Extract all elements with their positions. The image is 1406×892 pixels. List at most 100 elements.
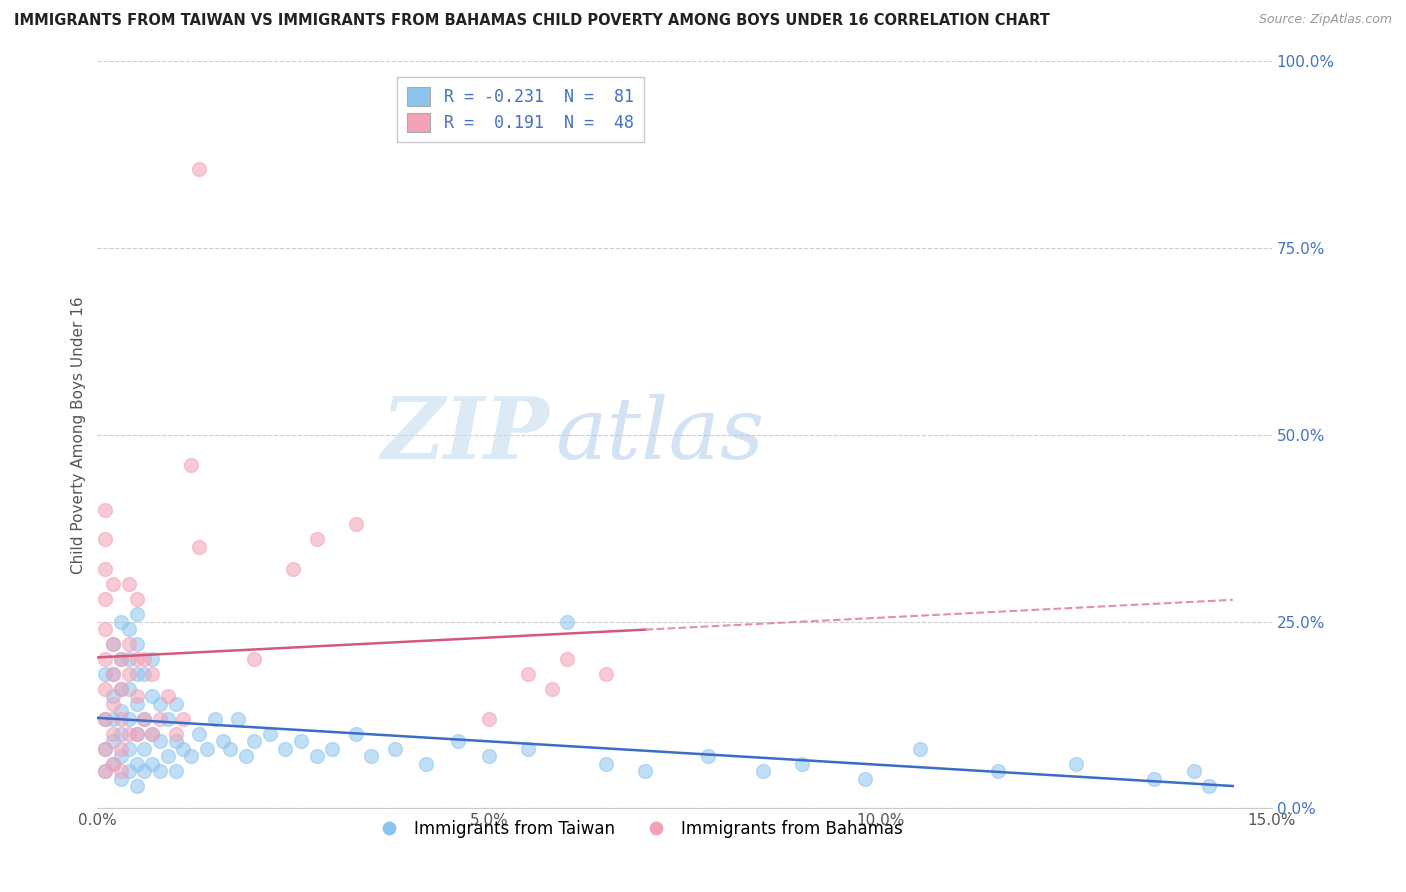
Point (274, 741, 297, 756)
Point (110, 772, 132, 786)
Point (188, 727, 211, 741)
Point (118, 764, 141, 778)
Point (134, 741, 156, 756)
Point (94, 741, 117, 756)
Point (141, 652, 163, 666)
Point (125, 756, 148, 771)
Point (165, 727, 187, 741)
Point (697, 749, 720, 764)
Point (125, 727, 148, 741)
Point (235, 749, 257, 764)
Point (243, 734, 266, 748)
Point (195, 741, 218, 756)
Point (94, 741, 117, 756)
Point (118, 667, 141, 681)
Point (752, 764, 775, 778)
Point (134, 764, 156, 778)
Point (156, 749, 179, 764)
Point (101, 667, 124, 681)
Point (180, 458, 202, 472)
Point (94, 562, 117, 576)
Point (415, 756, 437, 771)
Point (149, 764, 172, 778)
Point (94, 592, 117, 607)
Point (101, 690, 124, 704)
Point (125, 690, 148, 704)
Point (1182, 764, 1205, 778)
Point (125, 652, 148, 666)
Text: ZIP: ZIP (381, 393, 550, 476)
Point (94, 764, 117, 778)
Point (1064, 756, 1087, 771)
Point (595, 756, 617, 771)
Point (281, 562, 304, 576)
Legend: Immigrants from Taiwan, Immigrants from Bahamas: Immigrants from Taiwan, Immigrants from … (366, 814, 910, 845)
Point (517, 667, 540, 681)
Point (555, 615, 578, 629)
Point (211, 734, 233, 748)
Point (94, 622, 117, 636)
Point (118, 712, 141, 726)
Point (1143, 772, 1166, 786)
Y-axis label: Child Poverty Among Boys Under 16: Child Poverty Among Boys Under 16 (72, 296, 86, 574)
Point (478, 749, 501, 764)
Point (149, 712, 172, 726)
Point (94, 712, 117, 726)
Point (118, 577, 141, 591)
Point (110, 741, 132, 756)
Point (101, 727, 124, 741)
Point (987, 764, 1010, 778)
Point (446, 734, 468, 748)
Point (94, 667, 117, 681)
Point (226, 712, 249, 726)
Point (101, 712, 124, 726)
Point (110, 681, 132, 696)
Point (595, 667, 617, 681)
Point (344, 727, 367, 741)
Point (149, 734, 172, 748)
Point (134, 712, 156, 726)
Point (110, 681, 132, 696)
Point (156, 712, 179, 726)
Point (165, 697, 187, 711)
Point (188, 162, 211, 177)
Point (156, 690, 179, 704)
Point (384, 741, 406, 756)
Point (101, 637, 124, 651)
Point (305, 533, 328, 547)
Point (101, 756, 124, 771)
Point (110, 704, 132, 718)
Point (634, 764, 657, 778)
Point (134, 667, 156, 681)
Point (204, 712, 226, 726)
Text: Source: ZipAtlas.com: Source: ZipAtlas.com (1258, 13, 1392, 27)
Text: atlas: atlas (555, 393, 765, 476)
Point (305, 749, 328, 764)
Point (125, 779, 148, 793)
Point (101, 577, 124, 591)
Point (540, 681, 562, 696)
Point (321, 741, 343, 756)
Point (165, 734, 187, 748)
Point (94, 681, 117, 696)
Point (94, 764, 117, 778)
Point (110, 652, 132, 666)
Point (118, 622, 141, 636)
Point (110, 727, 132, 741)
Point (101, 756, 124, 771)
Point (94, 712, 117, 726)
Point (118, 741, 141, 756)
Point (1198, 779, 1220, 793)
Point (141, 667, 163, 681)
Point (101, 667, 124, 681)
Point (790, 756, 813, 771)
Point (125, 667, 148, 681)
Point (125, 727, 148, 741)
Point (94, 533, 117, 547)
Point (853, 772, 876, 786)
Point (141, 756, 163, 771)
Point (243, 652, 266, 666)
Point (344, 517, 367, 532)
Point (118, 637, 141, 651)
Point (94, 652, 117, 666)
